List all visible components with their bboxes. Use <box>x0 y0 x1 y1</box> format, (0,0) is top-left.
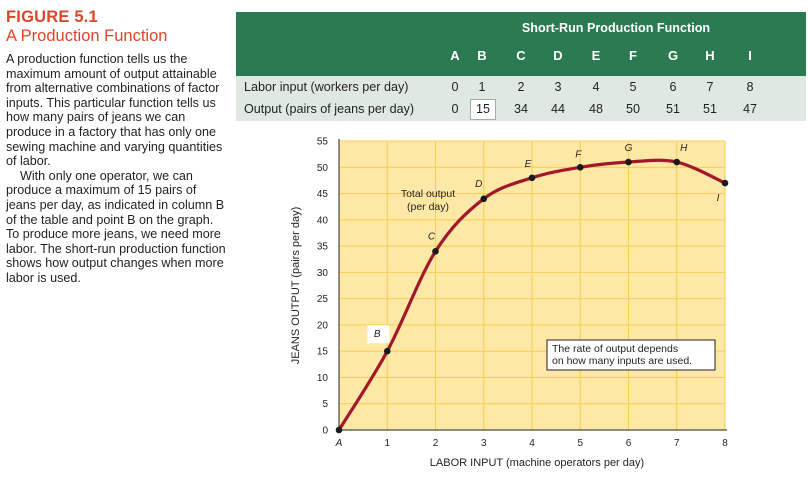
table-cell: 7 <box>706 80 714 94</box>
table-row: Output (pairs of jeans per day) 0 15 34 44 4… <box>236 98 806 121</box>
data-point-e <box>528 174 536 182</box>
y-tick-label: 25 <box>317 294 329 305</box>
y-axis-title: JEANS OUTPUT (pairs per day) <box>290 207 302 365</box>
figure-caption: FIGURE 5.1 A Production Function A produ… <box>6 8 228 286</box>
column-header-f: F <box>629 48 637 63</box>
column-header-d: D <box>553 48 563 63</box>
point-label-d: D <box>475 179 482 190</box>
y-tick-label: 45 <box>317 189 329 200</box>
table-cell: 34 <box>513 102 528 116</box>
table-cell: 0 <box>451 80 459 94</box>
x-tick-label: 7 <box>674 438 680 449</box>
point-label-box-b <box>367 325 390 344</box>
curve-label: Total output <box>401 188 455 200</box>
point-label-b: B <box>374 329 381 340</box>
table-cell: 3 <box>554 80 562 94</box>
grid-lines <box>339 140 726 430</box>
data-point-f <box>576 163 584 171</box>
description-paragraph-2: With only one operator, we can produce a… <box>6 168 226 285</box>
y-tick-label: 20 <box>317 320 329 331</box>
table-cell: 44 <box>550 102 565 116</box>
column-header-e: E <box>591 48 601 63</box>
figure-title: A Production Function <box>6 27 168 45</box>
table-cell: 47 <box>742 102 757 116</box>
table-cell: 4 <box>592 80 600 94</box>
row-label-output: Output (pairs of jeans per day) <box>244 102 415 116</box>
table-cell: 6 <box>669 80 677 94</box>
x-tick-label: A <box>335 438 343 449</box>
data-point-i <box>721 179 729 187</box>
data-point-b <box>383 347 391 355</box>
table-cell: 1 <box>478 80 486 94</box>
x-axis-title: LABOR INPUT (machine operators per day) <box>430 457 644 469</box>
data-point-c <box>432 248 439 255</box>
annotation-box <box>546 339 716 371</box>
y-tick-label: 5 <box>322 399 328 410</box>
point-label-h: H <box>680 143 688 154</box>
point-label-e: E <box>525 159 532 170</box>
x-tick-label: 8 <box>722 438 728 449</box>
data-point-h <box>673 158 681 166</box>
column-header-g: G <box>667 48 679 63</box>
table-row: Labor input (workers per day) 0 1 2 3 4 5 6 7 8 <box>236 76 806 98</box>
table-cell: 51 <box>702 102 717 116</box>
table-cell: 15 <box>470 99 496 120</box>
y-tick-label: 30 <box>317 268 329 279</box>
y-tick-label: 10 <box>317 373 329 384</box>
x-tick-label: 3 <box>481 438 487 449</box>
y-tick-label: 15 <box>317 347 329 358</box>
figure-description: A production function tells us the maxim… <box>6 52 228 286</box>
point-label-f: F <box>575 149 582 160</box>
table-cell: 0 <box>451 102 459 116</box>
y-tick-label: 40 <box>317 215 329 226</box>
x-tick-label: 4 <box>529 438 535 449</box>
y-tick-label: 50 <box>317 163 329 174</box>
row-label-labor: Labor input (workers per day) <box>244 80 409 94</box>
annotation-text: on how many inputs are used. <box>552 355 692 367</box>
figure-label: FIGURE 5.1 <box>6 8 98 26</box>
data-point-d <box>480 195 488 203</box>
table-cell: 2 <box>517 80 525 94</box>
column-header-a: A <box>450 48 460 63</box>
column-header-h: H <box>705 48 715 63</box>
y-tick-label: 0 <box>322 426 328 437</box>
column-header-i: I <box>748 48 752 63</box>
y-tick-label: 55 <box>317 137 329 148</box>
curve-label: (per day) <box>407 201 449 213</box>
table-cell: 5 <box>629 80 637 94</box>
x-tick-label: 2 <box>433 438 439 449</box>
point-label-i: I <box>717 193 720 204</box>
x-tick-label: 6 <box>626 438 632 449</box>
column-header-c: C <box>516 48 526 63</box>
point-label-c: C <box>428 231 436 242</box>
table-cell: 50 <box>625 102 640 116</box>
data-point-a <box>335 426 343 434</box>
table-cell: 8 <box>746 80 754 94</box>
description-paragraph-1: A production function tells us the maxim… <box>6 52 223 169</box>
table-title: Short-Run Production Function <box>521 21 711 35</box>
production-curve <box>337 158 727 432</box>
x-tick-label: 1 <box>384 438 390 449</box>
table-cell: 51 <box>665 102 680 116</box>
table-cell: 48 <box>588 102 603 116</box>
x-tick-label: 5 <box>577 438 583 449</box>
column-header-b: B <box>477 48 487 63</box>
annotation-text: The rate of output depends <box>552 343 678 355</box>
data-point-g <box>625 158 632 166</box>
y-tick-label: 35 <box>317 242 329 253</box>
point-label-g: G <box>625 143 633 154</box>
